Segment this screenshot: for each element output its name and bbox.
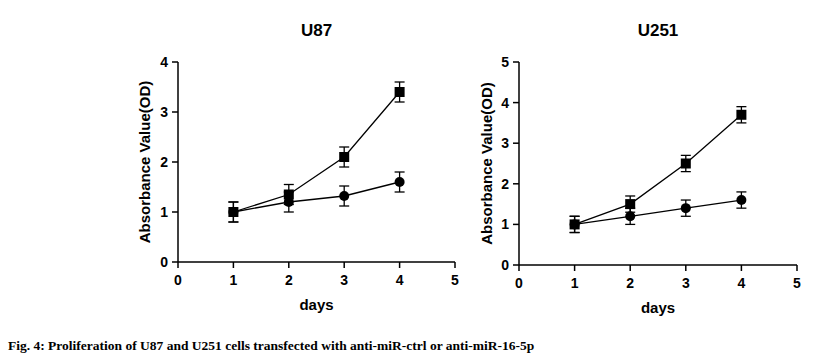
- x-axis-label: days: [641, 299, 675, 316]
- y-axis-label: Absorbance Value(OD): [478, 82, 495, 245]
- error-bar: [395, 172, 405, 192]
- error-bar: [625, 208, 635, 224]
- x-tick-label: 5: [451, 272, 459, 288]
- error-bar: [681, 155, 691, 171]
- x-tick-label: 2: [626, 275, 634, 291]
- x-tick: [454, 262, 456, 268]
- x-tick-label: 1: [230, 272, 238, 288]
- y-tick: [172, 211, 178, 213]
- marker-circle: [570, 219, 580, 229]
- y-tick: [513, 264, 519, 266]
- y-tick: [172, 61, 178, 63]
- x-tick: [288, 262, 290, 268]
- y-tick-label: 2: [160, 154, 168, 170]
- x-tick-label: 5: [793, 275, 801, 291]
- caption: Fig. 4: Proliferation of U87 and U251 ce…: [8, 338, 534, 353]
- marker-circle: [736, 195, 746, 205]
- x-tick: [177, 262, 179, 268]
- error-bar: [228, 202, 238, 222]
- marker-circle: [339, 191, 349, 201]
- error-bar: [736, 107, 746, 123]
- x-tick-label: 3: [682, 275, 690, 291]
- series-line: [233, 92, 399, 212]
- x-tick: [685, 265, 687, 271]
- y-tick-label: 3: [501, 135, 509, 151]
- x-axis-label: days: [299, 296, 333, 313]
- x-tick: [233, 262, 235, 268]
- x-tick: [399, 262, 401, 268]
- x-tick: [741, 265, 743, 271]
- chart-title: U87: [301, 21, 332, 40]
- marker-square: [228, 207, 238, 217]
- x-axis: [178, 261, 455, 263]
- error-bar: [395, 82, 405, 102]
- y-tick: [172, 261, 178, 263]
- error-bar: [284, 192, 294, 212]
- x-tick: [796, 265, 798, 271]
- y-tick: [513, 102, 519, 104]
- error-bar: [339, 147, 349, 167]
- x-tick-label: 0: [515, 275, 523, 291]
- x-tick: [574, 265, 576, 271]
- x-tick: [343, 262, 345, 268]
- error-bar: [228, 202, 238, 222]
- x-tick-label: 2: [285, 272, 293, 288]
- marker-circle: [228, 207, 238, 217]
- marker-square: [395, 87, 405, 97]
- chart: U251 0 1 2 3 4 5 0 1 2 3 4 5 days Absorbance Value(OD): [478, 21, 801, 316]
- marker-circle: [625, 211, 635, 221]
- x-tick-label: 0: [174, 272, 182, 288]
- y-tick: [513, 142, 519, 144]
- y-tick-label: 4: [501, 95, 509, 111]
- plot-area: [228, 82, 404, 222]
- figure: U8701234012345daysAbsorbance Value(OD)U2…: [0, 0, 835, 361]
- y-axis-label: Absorbance Value(OD): [136, 81, 153, 244]
- y-axis: [518, 62, 520, 265]
- marker-circle: [395, 177, 405, 187]
- chart: U87 0 1 2 3 4 0 1 2 3 4 5 days Absorbance Value(OD): [136, 21, 459, 313]
- x-tick: [518, 265, 520, 271]
- y-tick: [513, 61, 519, 63]
- y-tick-label: 2: [501, 176, 509, 192]
- series-line: [575, 115, 742, 225]
- error-bar: [570, 216, 580, 232]
- series-line: [233, 182, 399, 212]
- y-tick: [172, 111, 178, 113]
- x-tick-label: 4: [396, 272, 404, 288]
- marker-circle: [681, 203, 691, 213]
- error-bar: [736, 192, 746, 208]
- y-tick-label: 1: [160, 204, 168, 220]
- marker-square: [736, 110, 746, 120]
- x-tick-label: 4: [738, 275, 746, 291]
- y-tick-label: 3: [160, 104, 168, 120]
- error-bar: [681, 200, 691, 216]
- marker-square: [681, 159, 691, 169]
- x-tick-label: 3: [340, 272, 348, 288]
- y-tick: [172, 161, 178, 163]
- y-tick-label: 5: [501, 54, 509, 70]
- marker-circle: [284, 197, 294, 207]
- y-tick-label: 0: [501, 257, 509, 273]
- marker-square: [570, 219, 580, 229]
- y-tick: [513, 224, 519, 226]
- y-tick-label: 4: [160, 54, 168, 70]
- x-tick: [629, 265, 631, 271]
- marker-square: [339, 152, 349, 162]
- chart-title: U251: [638, 21, 679, 40]
- marker-square: [625, 199, 635, 209]
- y-tick-label: 1: [501, 216, 509, 232]
- x-axis: [519, 264, 797, 266]
- error-bar: [339, 186, 349, 206]
- y-tick-label: 0: [160, 254, 168, 270]
- x-tick-label: 1: [571, 275, 579, 291]
- plot-area: [570, 107, 747, 233]
- y-tick: [513, 183, 519, 185]
- series-line: [575, 200, 742, 224]
- error-bar: [570, 216, 580, 232]
